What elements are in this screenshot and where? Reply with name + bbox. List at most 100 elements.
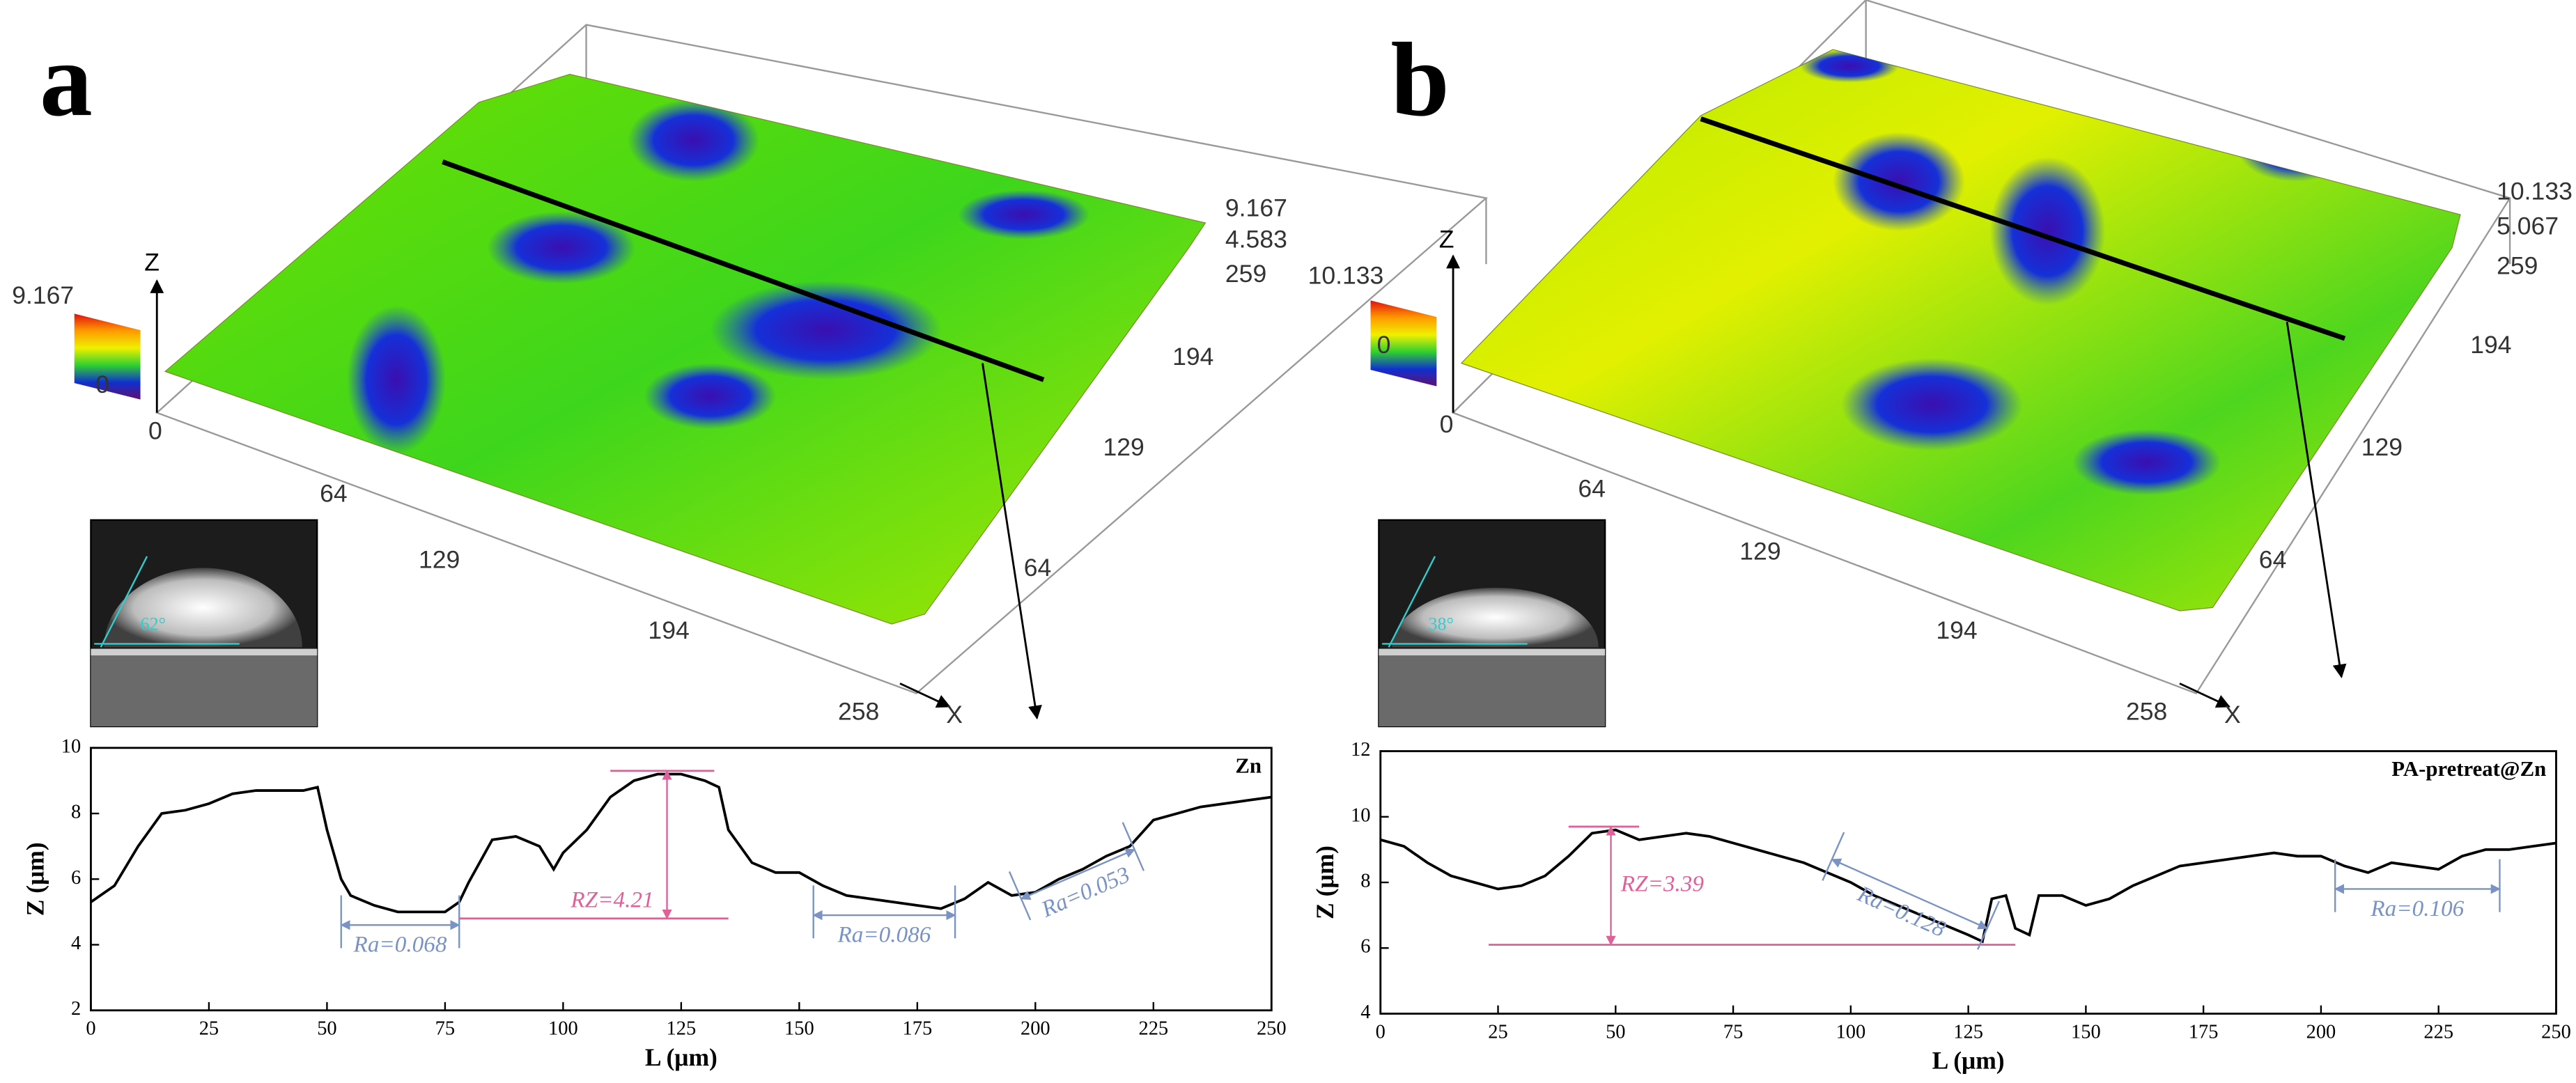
section-arrow: [981, 363, 1042, 720]
surface-valley: [1841, 358, 2023, 451]
tangent: [100, 556, 148, 648]
section-arrow: [2286, 322, 2347, 678]
ra-label: Ra=0.086: [837, 922, 931, 948]
z-axis-label: Z: [144, 249, 160, 276]
surface-panel: b Z X 0 10.133 0 64 129 194 258 64 129 194 259 5.067 10…: [1308, 0, 2573, 729]
profile-chart: 0 25 50 75 100 125 150 175 200 225 250 2 4 6 8 10 L (μm)…: [22, 735, 1287, 1071]
y-tick-label: 194: [2470, 331, 2511, 359]
ra-bracket-tick: [1822, 832, 1845, 881]
contact-angle: 62°: [141, 614, 166, 634]
x-axis-label: X: [2224, 701, 2241, 729]
surface-valley: [710, 280, 942, 380]
x-tick-label: 0: [148, 416, 162, 444]
profile-line: [1380, 828, 2556, 944]
x-tick-label: 0: [1376, 1021, 1386, 1043]
x-tick-label: 194: [1936, 616, 1977, 644]
contact-angle-inset: 62°: [90, 519, 318, 728]
x-tick-label: 250: [1257, 1018, 1287, 1040]
x-axis-label: L (μm): [1932, 1047, 2005, 1075]
panels: aZX09.167064129194258641291942594.5839.1…: [12, 0, 2573, 1075]
x-tick-label: 194: [648, 616, 689, 644]
x-tick-label: 25: [1488, 1021, 1507, 1043]
surface-valley: [1989, 157, 2106, 306]
surface-features: [346, 99, 1090, 454]
x-axis-arrow: [2179, 683, 2230, 708]
inset-substrate: [91, 648, 318, 726]
x-tick-label: 64: [320, 480, 348, 508]
x-tick-label: 0: [86, 1018, 95, 1040]
x-tick-label: 75: [1723, 1021, 1743, 1043]
droplet: [1392, 587, 1599, 648]
ra-label: Ra=0.106: [2370, 896, 2464, 921]
inset-substrate-edge: [1379, 648, 1606, 656]
y-tick-label: 64: [1024, 554, 1052, 582]
contact-angle: 38°: [1428, 614, 1454, 634]
y-tick-label: 129: [2361, 433, 2403, 461]
x-tick-label: 100: [548, 1018, 578, 1040]
x-tick-label: 50: [317, 1018, 336, 1040]
section-line: [442, 159, 1045, 382]
contact-angle-inset: 38°: [1378, 519, 1606, 728]
x-axis-label: X: [946, 701, 963, 729]
surface-panel: a Z X 0 9.167 0 64 129 194 258 64 129 194 259 4.583 9.1…: [12, 21, 1489, 729]
ra-bracket-tick: [1977, 901, 2001, 950]
tangent: [1388, 556, 1436, 648]
surface-valley: [487, 211, 636, 284]
y-tick-label: 6: [71, 867, 81, 889]
ra-bracket: [1020, 848, 1135, 900]
z-tick-label: 10.133: [2497, 178, 2573, 205]
surface-valley: [2237, 115, 2353, 182]
rz-label: RZ=4.21: [570, 887, 653, 913]
inset-substrate-edge: [91, 648, 318, 656]
x-tick-label: 250: [2541, 1021, 2571, 1043]
y-tick-label: 259: [2497, 251, 2538, 279]
x-tick-label: 25: [199, 1018, 219, 1040]
surface: [1460, 49, 2461, 611]
x-tick-label: 258: [838, 697, 879, 725]
ra-bracket-tick: [1122, 822, 1145, 871]
droplet: [104, 568, 302, 648]
surface-valley: [627, 99, 760, 182]
y-tick-label: 129: [1103, 433, 1145, 461]
x-axis-label: L (μm): [645, 1043, 717, 1071]
z-axis-label: Z: [1439, 225, 1454, 253]
x-tick-label: 50: [1606, 1021, 1625, 1043]
y-tick-label: 8: [1360, 871, 1370, 892]
surface-valley: [346, 305, 447, 454]
z-tick-label: 4.583: [1225, 225, 1287, 253]
y-tick-label: 259: [1225, 260, 1266, 288]
colorbar-tick-label: 0: [1377, 331, 1391, 359]
panel-label: b: [1390, 21, 1449, 138]
x-axis-arrow: [899, 683, 951, 708]
y-axis-label: Z (μm): [22, 842, 49, 916]
surface-valley: [2072, 429, 2221, 496]
y-tick-label: 194: [1172, 343, 1213, 371]
x-tick-label: 225: [1138, 1018, 1168, 1040]
x-tick-label: 150: [784, 1018, 814, 1040]
y-tick-label: 10: [61, 735, 81, 757]
x-tick-label: 0: [1440, 410, 1454, 438]
x-tick-label: 125: [1953, 1021, 1983, 1043]
x-tick-label: 225: [2423, 1021, 2453, 1043]
y-tick-label: 4: [1360, 1002, 1370, 1023]
rz-label: RZ=3.39: [1620, 871, 1705, 896]
ra-label: Ra=0.068: [353, 932, 447, 958]
x-tick-label: 64: [1578, 474, 1606, 502]
y-tick-label: 10: [1351, 804, 1370, 826]
x-tick-label: 200: [1021, 1018, 1050, 1040]
x-tick-label: 175: [903, 1018, 933, 1040]
profile-chart: 0 25 50 75 100 125 150 175 200 225 250 4 6 8 10 12 L (μm…: [1311, 739, 2571, 1075]
plot-frame: [1379, 750, 2557, 1015]
legend-label: PA-pretreat@Zn: [2391, 757, 2546, 781]
panel-label: a: [40, 21, 93, 138]
surface-valley: [644, 363, 777, 430]
x-tick-label: 129: [1739, 537, 1780, 565]
ra-bracket-tick: [1008, 871, 1032, 921]
x-tick-label: 175: [2189, 1021, 2219, 1043]
y-tick-label: 4: [71, 933, 81, 954]
z-tick-label: 5.067: [2497, 212, 2559, 240]
colorbar: [1370, 300, 1437, 387]
colorbar-tick-label: 10.133: [1308, 262, 1384, 290]
z-tick-label: 9.167: [1225, 194, 1287, 221]
